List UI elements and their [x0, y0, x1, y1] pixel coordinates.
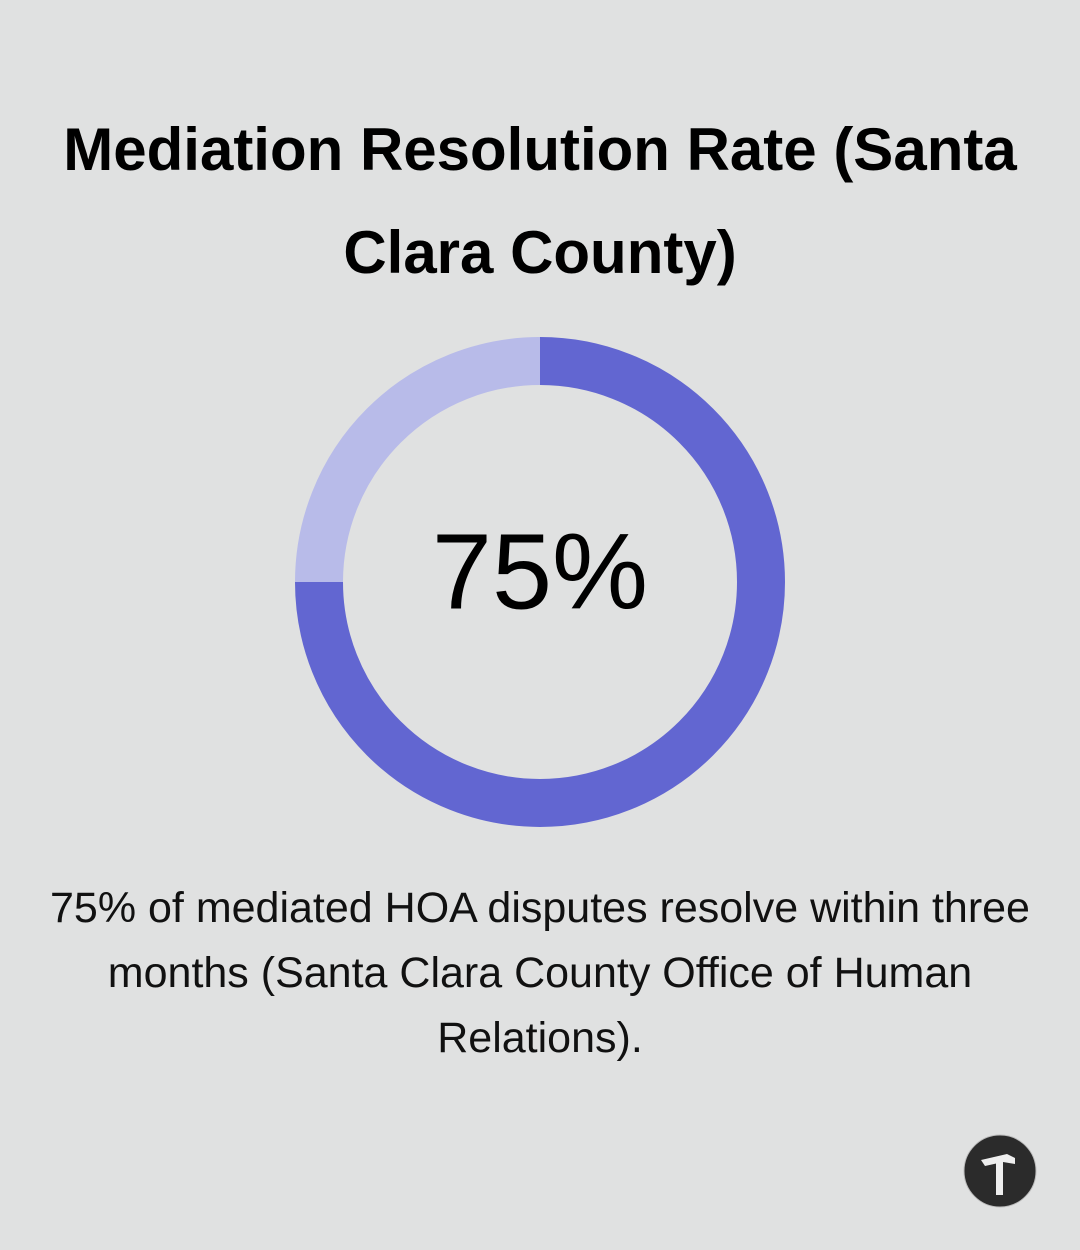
chart-title: Mediation Resolution Rate (Santa Clara C… [63, 116, 1017, 286]
donut-segment [295, 337, 785, 827]
center-label: 75% [432, 511, 648, 632]
chart: 75% [295, 337, 785, 827]
caption: 75% of mediated HOA disputes resolve wit… [50, 884, 1030, 1062]
logo [963, 1134, 1037, 1208]
donut-segment [295, 337, 541, 583]
